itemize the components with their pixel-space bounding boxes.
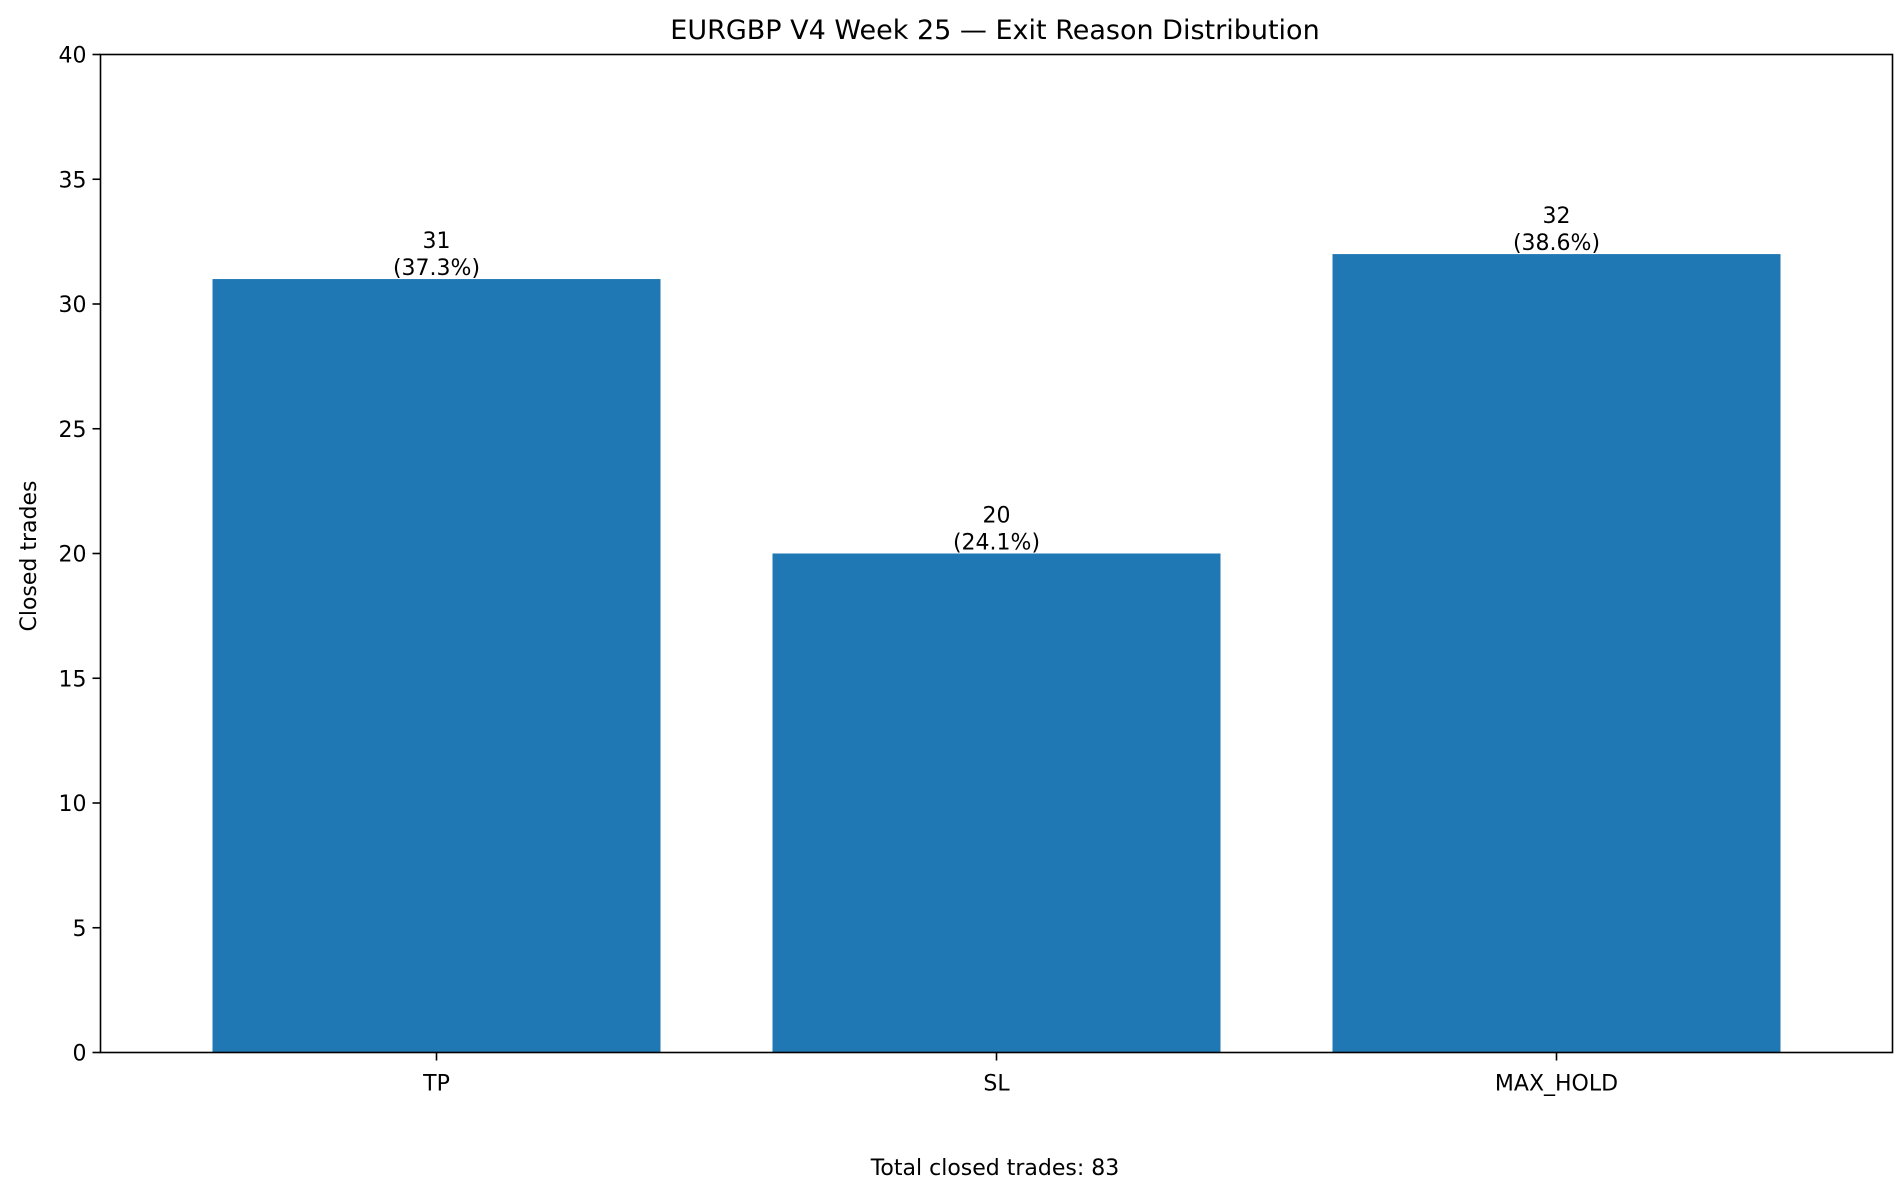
x-tick-label: SL <box>983 1072 1010 1097</box>
bar-percent-label: (37.3%) <box>393 256 480 281</box>
bar-percent-label: (38.6%) <box>1513 231 1600 256</box>
bar-count-label: 31 <box>423 229 451 254</box>
y-tick-label: 30 <box>59 293 87 318</box>
y-tick-label: 25 <box>59 418 87 443</box>
bar-value-labels: 31(37.3%) 20(24.1%) 32(38.6%) <box>393 204 1600 555</box>
y-tick-label: 40 <box>59 44 87 69</box>
y-axis-label: Closed trades <box>17 480 42 631</box>
x-tick-label: MAX_HOLD <box>1495 1072 1618 1097</box>
plot-frame <box>99 53 1894 1054</box>
y-tick-label: 0 <box>73 1042 87 1067</box>
bar-count-label: 20 <box>983 504 1011 529</box>
y-tick-label: 10 <box>59 792 87 817</box>
y-tick-label: 5 <box>73 917 87 942</box>
y-tick-label: 20 <box>59 543 87 568</box>
bar-count-label: 32 <box>1543 204 1571 229</box>
bar-max-hold <box>1332 254 1781 1053</box>
axis-ticks: 0 5 10 15 20 25 30 35 40 TP SL MAX_HOLD <box>59 44 1619 1097</box>
bar-sl <box>772 553 1221 1053</box>
bar-percent-label: (24.1%) <box>953 531 1040 556</box>
bars <box>212 254 1781 1053</box>
footnote: Total closed trades: 83 <box>870 1156 1120 1181</box>
y-tick-label: 35 <box>59 168 87 193</box>
chart-title: EURGBP V4 Week 25 — Exit Reason Distribu… <box>670 15 1319 46</box>
bar-tp <box>212 279 661 1053</box>
x-tick-label: TP <box>422 1072 450 1097</box>
y-tick-label: 15 <box>59 667 87 692</box>
